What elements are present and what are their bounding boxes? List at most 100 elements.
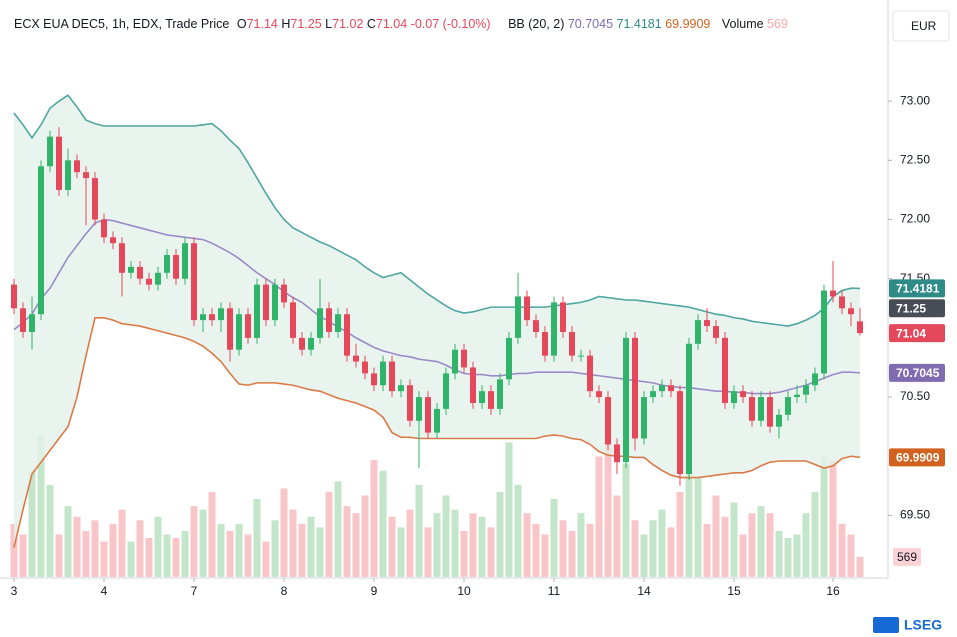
volume-bar <box>820 456 828 577</box>
candle-body <box>29 314 35 332</box>
candle-body <box>227 308 233 350</box>
volume-bar <box>199 509 207 577</box>
candle-body <box>497 379 503 409</box>
volume-bar <box>496 491 504 577</box>
candle-body <box>56 136 62 190</box>
candle-body <box>821 290 827 374</box>
close-badge: 71.04 <box>896 326 926 340</box>
candle-body <box>83 172 89 179</box>
bb-upper-badge-bg <box>889 279 945 298</box>
volume-bar <box>541 534 549 577</box>
volume-badge-bg <box>893 547 921 566</box>
y-tick-label: 72.00 <box>900 212 930 226</box>
candle-body <box>200 314 206 321</box>
candle-body <box>659 385 665 392</box>
candle-body <box>767 397 773 427</box>
volume-bar <box>847 534 855 577</box>
candle-body <box>785 397 791 415</box>
volume-bar <box>325 491 333 577</box>
candle-body <box>299 337 305 350</box>
x-tick-label: 7 <box>191 584 198 598</box>
volume-bar <box>397 527 405 577</box>
volume-bar <box>343 506 351 577</box>
candle-body <box>668 385 674 392</box>
volume-badge: 569 <box>897 550 917 564</box>
candle-body <box>479 391 485 403</box>
candle-body <box>524 296 530 321</box>
volume-bar <box>505 442 513 577</box>
bb-label: BB (20, 2) <box>508 17 565 31</box>
logo: LSEG <box>873 617 942 633</box>
bb-upper-badge: 71.4181 <box>896 282 940 296</box>
bb-middle-line <box>13 218 861 395</box>
volume-bar <box>280 488 288 577</box>
volume-bar <box>55 534 63 577</box>
volume-bar <box>127 541 135 577</box>
volume-label: Volume <box>721 17 764 31</box>
close-badge-bg <box>889 324 945 343</box>
candle-body <box>812 373 818 386</box>
currency-box[interactable] <box>892 10 950 42</box>
candle-body <box>353 355 359 362</box>
candle-body <box>245 314 251 338</box>
candle-body <box>488 391 494 409</box>
candle-body <box>164 255 170 273</box>
candle-body <box>407 385 413 421</box>
o-label: O <box>236 17 247 31</box>
volume-bar <box>613 495 621 577</box>
candle-body <box>434 408 440 433</box>
volume-bar <box>118 509 126 577</box>
candle-body <box>308 337 314 350</box>
volume-bar <box>658 509 666 577</box>
volume-bar <box>703 523 711 577</box>
candle-body <box>686 343 692 475</box>
candle-body <box>155 272 161 285</box>
candle-body <box>758 397 764 421</box>
y-tick-label: 70.50 <box>900 389 930 403</box>
volume-bar <box>766 513 774 577</box>
volume-bar <box>136 520 144 577</box>
volume-bar <box>829 460 837 577</box>
volume-bar <box>559 520 567 577</box>
candle-body <box>380 361 386 386</box>
candle-body <box>605 397 611 445</box>
candle-body <box>542 331 548 356</box>
candle-body <box>92 178 98 220</box>
volume-bar <box>109 523 117 577</box>
volume-bar <box>100 541 108 577</box>
candle-body <box>425 397 431 433</box>
candle-body <box>830 290 836 297</box>
candle-body <box>263 284 269 321</box>
candle-body <box>452 349 458 374</box>
legend-header: ECX EUA DEC5, 1h, EDX, Trade Price O71.1… <box>14 17 788 31</box>
bb-lower-badge-bg <box>889 448 945 467</box>
logo-icon <box>873 617 899 633</box>
volume-bar <box>163 534 171 577</box>
volume-bar <box>694 477 702 577</box>
candle-body <box>569 331 575 356</box>
h-value: 71.25 <box>290 17 322 31</box>
volume-bar <box>811 491 819 577</box>
candle-body <box>173 255 179 279</box>
x-tick-label: 11 <box>548 584 561 598</box>
candle-body <box>848 308 854 315</box>
candle-body <box>506 337 512 380</box>
candle-body <box>740 391 746 398</box>
o-value: 71.14 <box>246 17 278 31</box>
volume-bar <box>685 456 693 577</box>
candle-body <box>371 373 377 386</box>
y-tick-label: 73.00 <box>900 93 930 107</box>
candle-body <box>416 397 422 421</box>
volume-bar <box>298 523 306 577</box>
volume-bar <box>82 530 90 577</box>
candle-body <box>794 394 800 398</box>
volume-bar <box>388 516 396 577</box>
candle-body <box>695 320 701 344</box>
candle-body <box>515 296 521 338</box>
candle-body <box>641 397 647 439</box>
candle-body <box>461 349 467 368</box>
bb-middle-badge-bg <box>889 363 945 382</box>
candle-body <box>74 160 80 173</box>
volume-bar <box>19 534 27 577</box>
volume-bar <box>748 513 756 577</box>
